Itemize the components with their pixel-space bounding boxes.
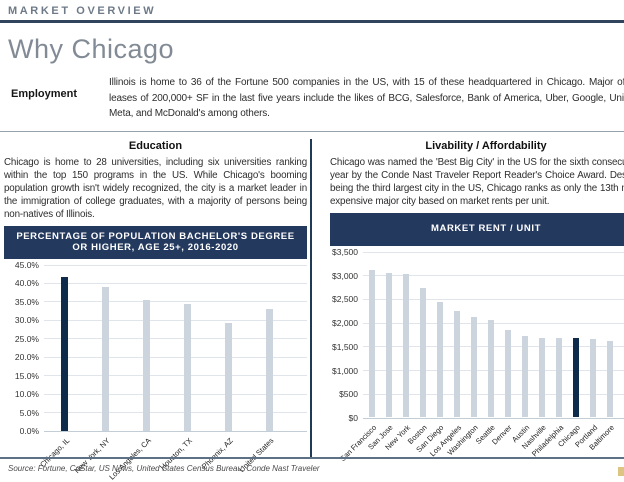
bar-seattle <box>487 319 494 418</box>
y-axis-tick-label: 5.0% <box>19 407 39 418</box>
page-title: Why Chicago <box>8 34 175 64</box>
grid-line <box>363 275 624 277</box>
y-axis-tick-label: 20.0% <box>14 352 39 363</box>
section-divider <box>0 130 624 132</box>
grid-line <box>44 338 307 340</box>
column-divider <box>310 138 312 457</box>
bar-los-angeles <box>453 310 460 418</box>
bar-portland <box>589 339 596 418</box>
degree-bar-chart: 0.0% 5.0% 10.0% 15.0% 20.0% 25.0% 30.0% 35.0% 40… <box>4 259 307 481</box>
footer-rule <box>0 457 624 459</box>
source-note: Source: Fortune, CoStar, US News, United… <box>8 464 320 473</box>
bar-san-diego <box>436 301 443 418</box>
y-axis-tick-label: 40.0% <box>14 278 39 289</box>
grid-line <box>44 282 307 284</box>
grid-line <box>44 356 307 358</box>
rent-chart-title-banner: MARKET RENT / UNIT <box>330 212 624 246</box>
y-axis-tick-label: $3,500 <box>332 247 358 257</box>
grid-line <box>44 412 307 414</box>
y-axis-tick-label: $0 <box>348 413 358 423</box>
x-axis-tick-label: United States <box>237 435 276 474</box>
bar-boston <box>419 288 426 418</box>
x-axis-tick-label: Baltimore <box>587 422 616 452</box>
bar-los-angeles-ca <box>143 299 150 431</box>
y-axis-tick-label: $3,000 <box>332 270 358 281</box>
grid-line <box>363 251 624 253</box>
bar-chicago <box>572 337 579 418</box>
y-axis-tick-label: $500 <box>339 389 358 400</box>
y-axis-tick-label: $1,500 <box>332 341 358 352</box>
y-axis-tick-label: 10.0% <box>14 389 39 400</box>
grid-line <box>44 319 307 321</box>
degree-chart-title-banner: PERCENTAGE OF POPULATION BACHELOR'S DEGR… <box>4 225 307 259</box>
grid-line <box>44 264 307 266</box>
header-rule <box>0 20 624 23</box>
bar-united-states <box>266 309 273 431</box>
grid-line <box>363 346 624 348</box>
y-axis-tick-label: 30.0% <box>14 315 39 326</box>
bar-austin <box>521 335 528 418</box>
page-footer: Source: Fortune, CoStar, US News, United… <box>0 457 624 476</box>
livability-text: Chicago was named the 'Best Big City' in… <box>330 156 624 208</box>
bar-houston-tx <box>184 303 191 431</box>
bar-new-york <box>402 273 409 418</box>
y-axis-tick-label: 15.0% <box>14 370 39 381</box>
bar-denver <box>504 330 511 418</box>
bar-san-jose <box>385 272 392 418</box>
employment-section: Employment Illinois is home to 36 of the… <box>0 65 624 131</box>
two-column-section: Education Chicago is home to 28 universi… <box>0 132 624 481</box>
eyebrow-label: MARKET OVERVIEW <box>8 5 157 17</box>
grid-line <box>363 370 624 372</box>
grid-line <box>44 301 307 303</box>
y-axis-tick-label: $2,000 <box>332 318 358 329</box>
grid-line <box>363 393 624 395</box>
grid-line <box>44 393 307 395</box>
grid-line <box>44 375 307 377</box>
page-corner-mark <box>618 467 624 476</box>
y-axis-tick-label: 35.0% <box>14 296 39 307</box>
bar-san-francisco <box>368 270 375 418</box>
education-heading: Education <box>128 139 183 152</box>
y-axis-tick-label: 45.0% <box>14 260 39 271</box>
bar-nashville <box>538 338 545 418</box>
bar-phoenix-az <box>225 322 232 431</box>
grid-line <box>363 322 624 324</box>
employment-text: Illinois is home to 36 of the Fortune 50… <box>109 77 624 119</box>
bar-baltimore <box>606 341 613 418</box>
y-axis-tick-label: 25.0% <box>14 333 39 344</box>
grid-line <box>44 430 307 432</box>
bar-philadelphia <box>555 338 562 418</box>
education-text: Chicago is home to 28 universities, incl… <box>4 156 307 221</box>
grid-line <box>363 417 624 419</box>
education-column: Education Chicago is home to 28 universi… <box>4 132 307 481</box>
employment-label: Employment <box>11 88 78 100</box>
livability-column: Livability / Affordability Chicago was n… <box>330 132 624 466</box>
bar-chicago-il <box>61 277 68 431</box>
y-axis-tick-label: 0.0% <box>19 426 39 437</box>
rent-bar-chart: $0 $500 $1,000 $1,500 $2,000 $2,500 $3,000 $3,5… <box>330 246 624 468</box>
bar-new-york-ny <box>102 286 109 431</box>
bar-washington <box>470 316 477 418</box>
livability-heading: Livability / Affordability <box>425 139 547 152</box>
grid-line <box>363 298 624 300</box>
y-axis-tick-label: $1,000 <box>332 365 358 376</box>
y-axis-tick-label: $2,500 <box>332 294 358 305</box>
